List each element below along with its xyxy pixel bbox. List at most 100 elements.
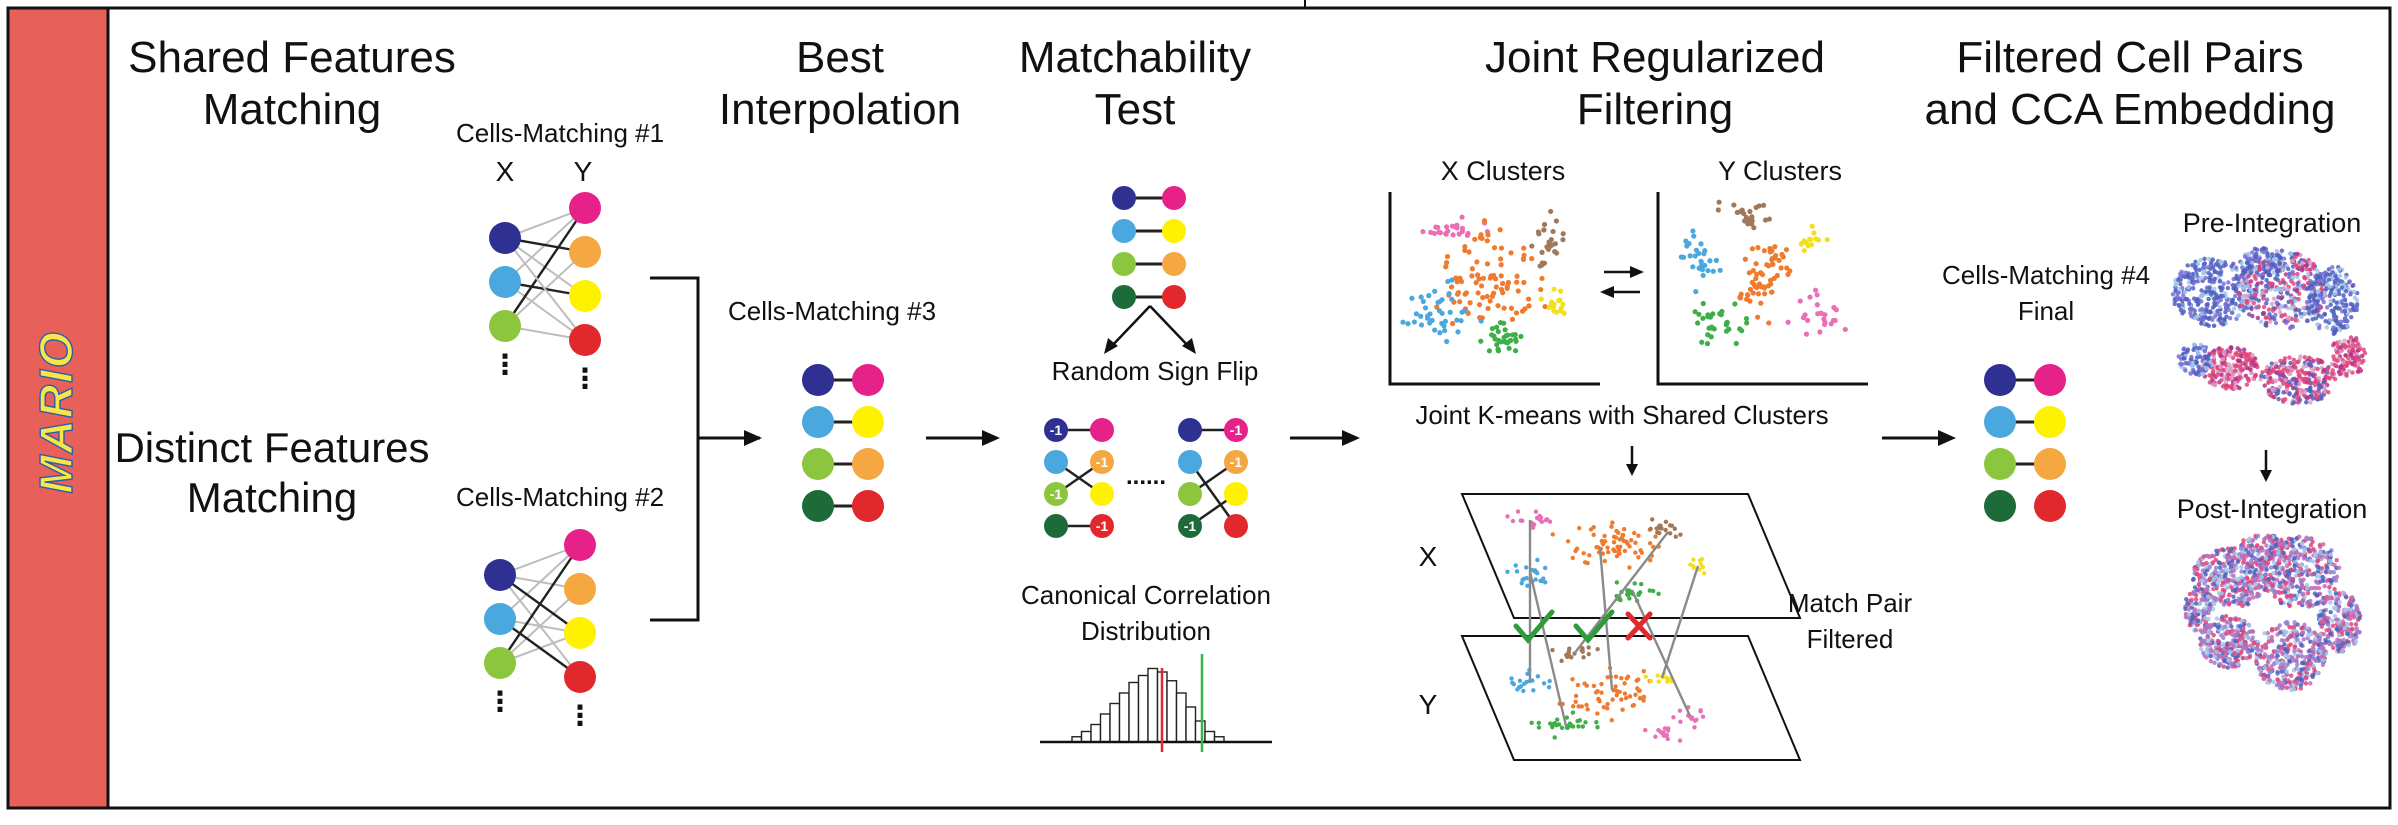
embedding-point <box>2321 272 2325 276</box>
embedding-point <box>2219 633 2223 637</box>
embedding-point <box>2296 360 2300 364</box>
embedding-point <box>2229 565 2233 569</box>
embedding-point <box>2205 302 2209 306</box>
embedding-point <box>2352 615 2356 619</box>
cluster-dot <box>1423 305 1428 310</box>
cell-node-y <box>564 661 596 693</box>
cluster-dot <box>1547 685 1551 689</box>
embedding-point <box>2186 285 2190 289</box>
cluster-dot <box>1674 534 1678 538</box>
cluster-dot <box>1521 256 1526 261</box>
embedding-point <box>2212 277 2216 281</box>
embedding-point <box>2273 589 2277 593</box>
embedding-point <box>2350 356 2354 360</box>
embedding-point <box>2199 276 2203 280</box>
embedding-point <box>2230 311 2234 315</box>
embedding-point <box>2350 284 2354 288</box>
embedding-point <box>2194 601 2198 605</box>
cell-node-x <box>1984 406 2016 438</box>
embedding-point <box>2231 298 2235 302</box>
cell-node-y <box>1090 418 1114 442</box>
cluster-dot <box>1618 545 1622 549</box>
embedding-point <box>2270 252 2274 256</box>
embedding-point <box>2264 369 2268 373</box>
embedding-point <box>2310 286 2314 290</box>
embedding-point <box>2267 273 2271 277</box>
embedding-point <box>2285 638 2289 642</box>
cluster-dot <box>1724 329 1729 334</box>
embedding-point <box>2270 635 2274 639</box>
embedding-point <box>2183 368 2187 372</box>
cluster-dot <box>1533 568 1537 572</box>
embedding-point <box>2228 617 2232 621</box>
cluster-dot <box>1583 720 1587 724</box>
cluster-dot <box>1450 321 1455 326</box>
embedding-point <box>2257 549 2261 553</box>
cluster-dot <box>1670 524 1674 528</box>
cluster-dot <box>1734 341 1739 346</box>
embedding-point <box>2225 586 2229 590</box>
cluster-dot <box>1637 591 1641 595</box>
cluster-dot <box>1658 523 1662 527</box>
cluster-dot <box>1522 577 1526 581</box>
embedding-point <box>2303 355 2307 359</box>
embedding-point <box>2179 308 2183 312</box>
embedding-point <box>2306 655 2310 659</box>
cluster-dot <box>1701 715 1705 719</box>
embedding-point <box>2218 662 2222 666</box>
sign-label: -1 <box>1184 518 1197 534</box>
embedding-point <box>2293 629 2297 633</box>
embedding-point <box>2198 628 2202 632</box>
embedding-point <box>2293 644 2297 648</box>
embedding-point <box>2184 597 2188 601</box>
cluster-dot <box>1639 582 1643 586</box>
embedding-point <box>2223 302 2227 306</box>
embedding-point <box>2271 571 2275 575</box>
embedding-point <box>2277 558 2281 562</box>
embedding-point <box>2296 654 2300 658</box>
embedding-point <box>2272 297 2276 301</box>
cluster-dot <box>1622 539 1626 543</box>
cluster-dot <box>1809 242 1814 247</box>
embedding-point <box>2225 555 2229 559</box>
embedding-point <box>2307 362 2311 366</box>
cluster-dot <box>1518 679 1522 683</box>
embedding-point <box>2197 373 2201 377</box>
vertical-ellipsis: ⋮ <box>571 363 599 394</box>
cluster-dot <box>1438 230 1443 235</box>
embedding-point <box>2209 654 2213 658</box>
embedding-point <box>2334 598 2338 602</box>
embedding-point <box>2176 278 2180 282</box>
cluster-dot <box>1474 259 1479 264</box>
embedding-point <box>2250 360 2254 364</box>
embedding-point <box>2333 576 2337 580</box>
embedding-point <box>2299 667 2303 671</box>
cluster-dot <box>1567 646 1571 650</box>
cluster-dot <box>1542 681 1546 685</box>
cluster-dot <box>1696 312 1701 317</box>
histogram-bar <box>1082 732 1092 743</box>
cluster-dot <box>1561 311 1566 316</box>
embedding-point <box>2201 554 2205 558</box>
embedding-point <box>2198 642 2202 646</box>
embedding-point <box>2337 340 2341 344</box>
embedding-point <box>2250 250 2254 254</box>
embedding-point <box>2218 561 2222 565</box>
cluster-dot <box>1576 683 1580 687</box>
embedding-point <box>2292 400 2296 404</box>
cluster-dot <box>1702 248 1707 253</box>
cluster-dot <box>1803 312 1808 317</box>
histogram-bar <box>1139 676 1149 743</box>
cluster-dot <box>1638 696 1642 700</box>
cluster-dot <box>1611 547 1615 551</box>
embedding-point <box>2349 599 2353 603</box>
cluster-dot <box>1594 690 1598 694</box>
cluster-dot <box>1768 281 1773 286</box>
cluster-dot <box>1444 232 1449 237</box>
embedding-point <box>2246 597 2250 601</box>
embedding-point <box>2341 641 2345 645</box>
histogram-bar <box>1177 693 1187 742</box>
cluster-dot <box>1489 332 1494 337</box>
embedding-point <box>2308 549 2312 553</box>
embedding-point <box>2199 299 2203 303</box>
